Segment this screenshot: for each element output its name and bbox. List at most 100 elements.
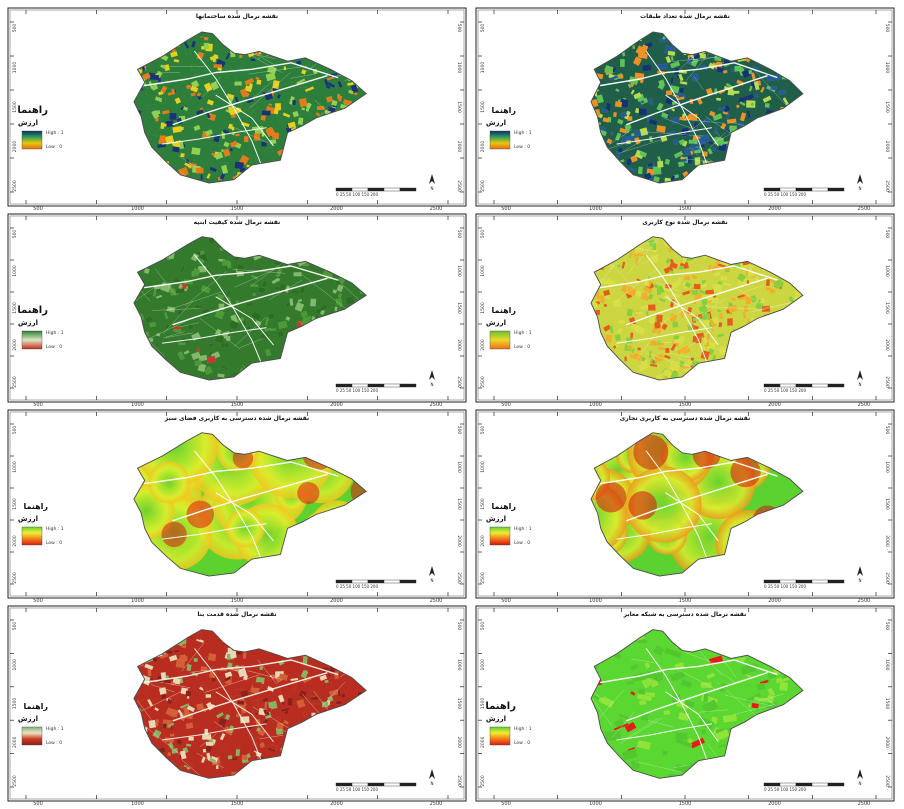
scale-segment bbox=[399, 579, 417, 584]
parcel-line bbox=[181, 642, 205, 672]
parcel-block bbox=[647, 275, 651, 279]
parcel-block bbox=[692, 335, 702, 344]
road-line bbox=[665, 492, 719, 542]
parcel-block bbox=[186, 664, 192, 672]
parcel-block bbox=[294, 301, 305, 312]
parcel-block bbox=[275, 268, 282, 278]
scale-segment bbox=[779, 782, 797, 787]
north-arrow-icon: N bbox=[857, 566, 863, 583]
north-arrow-icon: N bbox=[429, 566, 435, 583]
left-axis-label: 500 bbox=[480, 24, 486, 33]
parcel-block bbox=[191, 147, 201, 156]
scale-label: 0 25 50 100 150 200 bbox=[336, 584, 378, 589]
parcel-block bbox=[155, 342, 160, 347]
parcel-block bbox=[301, 69, 307, 75]
scale-label: 0 25 50 100 150 200 bbox=[764, 192, 806, 197]
parcel-block bbox=[191, 351, 201, 361]
parcel-block bbox=[673, 150, 684, 159]
axis-ticks: 500 1000 1500 2000 2500 500 1000 1500 2000 2500 50… bbox=[478, 216, 892, 408]
parcel-block bbox=[244, 85, 253, 93]
right-axis-label: 500 bbox=[456, 622, 462, 631]
parcel-line bbox=[738, 289, 762, 305]
parcel-block bbox=[183, 90, 192, 101]
parcel-block bbox=[690, 357, 695, 361]
parcel-block bbox=[627, 83, 632, 89]
left-axis-label: 1000 bbox=[480, 265, 486, 277]
parcel-block bbox=[148, 128, 156, 137]
parcel-block bbox=[336, 284, 344, 293]
parcel-block bbox=[206, 173, 211, 179]
parcel-block bbox=[665, 347, 670, 354]
parcel-block bbox=[655, 314, 663, 323]
parcel-block bbox=[633, 92, 642, 100]
parcel-block bbox=[149, 74, 160, 81]
parcel-block bbox=[648, 350, 652, 358]
right-axis-label: 500 bbox=[456, 426, 462, 435]
road-line bbox=[144, 62, 339, 87]
legend-high-label: High : 1 bbox=[514, 130, 532, 136]
parcel-block bbox=[160, 672, 167, 680]
right-axis-label: 2500 bbox=[456, 180, 462, 192]
hotspot-blob bbox=[595, 481, 627, 513]
parcel-line bbox=[257, 659, 277, 684]
parcel-line bbox=[165, 331, 185, 338]
legend-high-label: High : 1 bbox=[46, 726, 64, 732]
parcel-block bbox=[662, 369, 673, 378]
legend: راهنما ارزش High : 1 Low : 0 bbox=[486, 106, 532, 150]
bottom-axis-label: 2500 bbox=[858, 598, 871, 604]
right-axis-label: 500 bbox=[456, 230, 462, 239]
road-line bbox=[172, 473, 328, 522]
left-axis-label: 500 bbox=[480, 426, 486, 435]
right-axis-label: 2000 bbox=[456, 737, 462, 749]
legend-heading: راهنما bbox=[491, 106, 516, 115]
parcel-block bbox=[306, 103, 311, 108]
parcel-block bbox=[632, 56, 642, 66]
parcel-block bbox=[338, 303, 343, 308]
parcel-block bbox=[290, 677, 299, 682]
scale-segment bbox=[383, 187, 401, 192]
parcel-block bbox=[173, 58, 180, 63]
legend-ramp bbox=[21, 130, 43, 150]
road-line bbox=[172, 277, 328, 326]
parcel-block bbox=[634, 325, 645, 335]
parcel-block bbox=[287, 121, 296, 129]
legend-subheading: ارزش bbox=[486, 515, 506, 523]
left-axis-label: 500 bbox=[480, 230, 486, 239]
right-axis-label: 2000 bbox=[884, 339, 890, 351]
parcel-block bbox=[677, 335, 685, 345]
parcel-line bbox=[630, 658, 654, 663]
parcel-block bbox=[621, 748, 638, 761]
parcel-block bbox=[237, 667, 248, 678]
scale-label: 0 25 50 100 150 200 bbox=[764, 388, 806, 393]
legend: راهنما ارزش High : 1 Low : 0 bbox=[486, 502, 532, 546]
parcel-block bbox=[238, 103, 243, 109]
road-network bbox=[600, 450, 778, 563]
north-arrow-icon: N bbox=[429, 370, 435, 387]
parcel-block bbox=[157, 143, 166, 149]
parcel-block bbox=[218, 717, 227, 727]
parcel-line bbox=[592, 698, 613, 726]
parcel-line bbox=[698, 709, 729, 713]
parcel-line bbox=[668, 352, 694, 359]
scale-segment bbox=[367, 782, 385, 787]
parcel-line bbox=[184, 271, 227, 307]
parcel-line bbox=[671, 56, 717, 62]
road-line bbox=[215, 492, 274, 542]
parcel-block bbox=[657, 63, 668, 70]
parcel-block bbox=[272, 80, 280, 90]
parcel-line bbox=[693, 76, 704, 90]
bottom-axis-label: 500 bbox=[33, 206, 43, 212]
left-axis-label: 2500 bbox=[480, 775, 486, 787]
parcel-line bbox=[234, 269, 275, 288]
left-axis-label: 1500 bbox=[480, 498, 486, 510]
parcel-block bbox=[347, 82, 354, 86]
map-panel-3: نقشه نرمال شده کیفیت ابنیه راهنما ارزش High… bbox=[7, 213, 467, 408]
parcel-block bbox=[656, 102, 664, 111]
left-axis-label: 2000 bbox=[12, 736, 18, 748]
right-axis-label: 500 bbox=[884, 230, 890, 239]
parcel-line bbox=[662, 117, 698, 131]
north-arrow-label: N bbox=[859, 382, 862, 387]
parcel-line bbox=[233, 126, 268, 144]
left-axis-label: 1000 bbox=[480, 659, 486, 671]
left-axis-label: 2000 bbox=[12, 339, 18, 351]
